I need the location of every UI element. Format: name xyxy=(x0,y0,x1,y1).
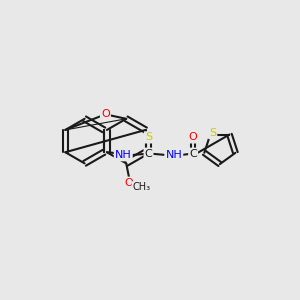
Text: O: O xyxy=(101,109,110,119)
Text: C: C xyxy=(189,149,197,159)
Text: NH: NH xyxy=(115,150,132,160)
Text: O: O xyxy=(125,178,134,188)
Text: O: O xyxy=(189,132,197,142)
Text: C: C xyxy=(145,149,152,159)
Text: S: S xyxy=(209,128,216,138)
Text: NH: NH xyxy=(165,150,182,160)
Text: CH₃: CH₃ xyxy=(133,182,151,192)
Text: S: S xyxy=(145,132,152,142)
